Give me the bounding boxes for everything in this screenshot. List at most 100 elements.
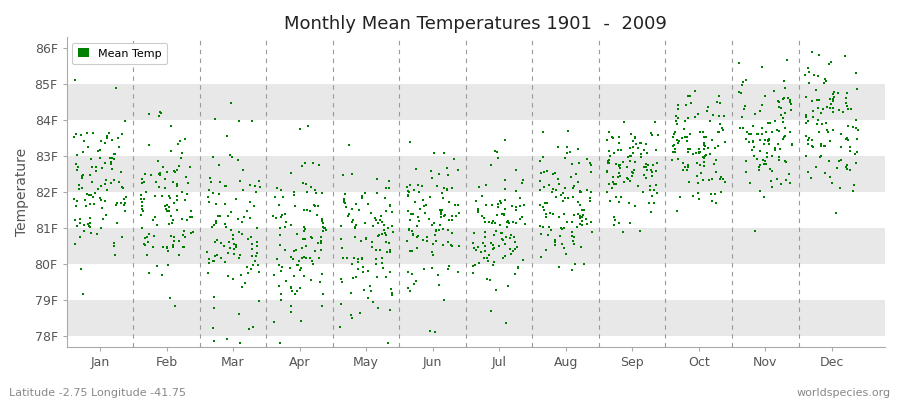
- Point: [408, 198, 422, 205]
- Point: [445, 217, 459, 223]
- Point: [94, 225, 108, 231]
- Point: [105, 155, 120, 161]
- Point: [382, 202, 397, 208]
- Point: [641, 162, 655, 168]
- Point: [484, 239, 499, 246]
- Point: [428, 329, 442, 336]
- Point: [176, 232, 190, 238]
- Point: [104, 180, 119, 186]
- Point: [248, 183, 262, 189]
- Point: [300, 188, 314, 195]
- Point: [208, 239, 222, 246]
- Point: [544, 227, 558, 233]
- Point: [628, 134, 643, 140]
- Point: [337, 198, 351, 205]
- Point: [649, 182, 663, 188]
- Point: [403, 216, 418, 223]
- Point: [207, 305, 221, 311]
- Point: [298, 226, 312, 232]
- Point: [137, 179, 151, 185]
- Point: [446, 185, 460, 192]
- Point: [429, 228, 444, 234]
- Point: [170, 196, 184, 203]
- Point: [317, 224, 331, 231]
- Point: [436, 194, 451, 201]
- Point: [179, 191, 194, 197]
- Point: [434, 214, 448, 220]
- Point: [153, 108, 167, 115]
- Point: [485, 202, 500, 208]
- Point: [607, 150, 621, 156]
- Point: [204, 178, 219, 185]
- Point: [419, 238, 434, 244]
- Point: [850, 127, 865, 134]
- Point: [205, 224, 220, 230]
- Point: [413, 205, 428, 212]
- Point: [350, 266, 365, 273]
- Point: [164, 122, 178, 129]
- Point: [671, 139, 686, 146]
- Point: [105, 166, 120, 172]
- Point: [742, 139, 756, 145]
- Point: [275, 212, 290, 218]
- Point: [838, 53, 852, 59]
- Point: [830, 165, 844, 171]
- Point: [308, 187, 322, 193]
- Point: [385, 209, 400, 216]
- Point: [536, 154, 550, 160]
- Point: [150, 222, 165, 228]
- Point: [752, 167, 767, 173]
- Point: [601, 159, 616, 166]
- Point: [338, 191, 352, 198]
- Point: [208, 253, 222, 259]
- Point: [768, 145, 782, 151]
- Point: [776, 136, 790, 142]
- Point: [148, 214, 162, 220]
- Point: [166, 168, 181, 174]
- Point: [400, 269, 415, 276]
- Point: [569, 170, 583, 177]
- Point: [746, 138, 760, 144]
- Point: [761, 137, 776, 143]
- Point: [534, 254, 548, 260]
- Point: [818, 75, 832, 82]
- Point: [337, 198, 351, 204]
- Point: [567, 241, 581, 248]
- Point: [556, 211, 571, 217]
- Point: [103, 155, 117, 161]
- Point: [553, 264, 567, 270]
- Point: [621, 154, 635, 160]
- Point: [599, 168, 614, 175]
- Point: [755, 125, 770, 131]
- Point: [540, 200, 554, 206]
- Point: [349, 201, 364, 207]
- Point: [568, 261, 582, 267]
- Point: [646, 161, 661, 168]
- Point: [241, 270, 256, 276]
- Point: [358, 189, 373, 196]
- Point: [167, 234, 182, 240]
- Point: [372, 232, 386, 238]
- Point: [675, 160, 689, 167]
- Point: [776, 115, 790, 121]
- Point: [428, 227, 443, 234]
- Point: [433, 222, 447, 228]
- Point: [734, 90, 748, 96]
- Point: [376, 222, 391, 228]
- Point: [681, 162, 696, 168]
- Point: [309, 190, 323, 196]
- Point: [705, 137, 719, 143]
- Point: [799, 94, 814, 100]
- Point: [312, 279, 327, 285]
- Point: [835, 109, 850, 115]
- Point: [733, 59, 747, 66]
- Point: [436, 150, 451, 156]
- Point: [573, 189, 588, 195]
- Point: [353, 310, 367, 316]
- Point: [809, 87, 824, 94]
- Point: [692, 149, 706, 155]
- Point: [220, 250, 235, 256]
- Point: [335, 245, 349, 251]
- Point: [212, 179, 227, 186]
- Point: [347, 234, 362, 240]
